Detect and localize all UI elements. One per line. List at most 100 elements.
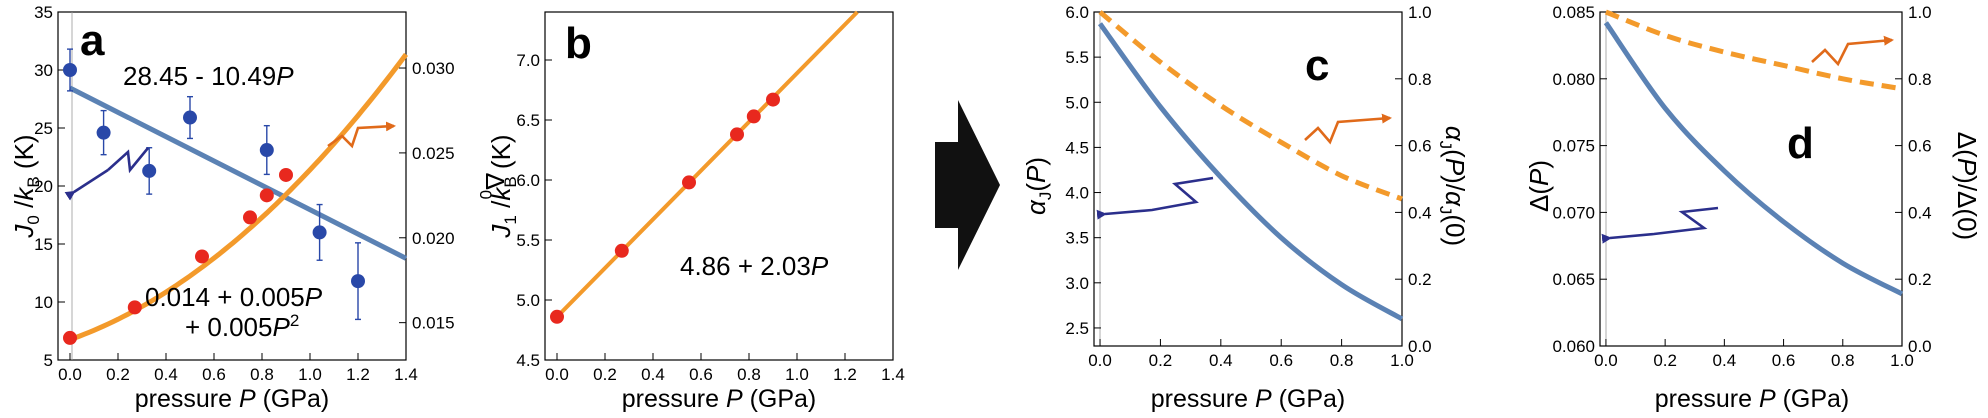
tick-labels-b: 0.0 0.2 0.4 0.6 0.8 1.0 1.2 1.4 4.5 5.0 5.5 6.0 6.5 7… [516,51,904,384]
x-tick-label-a-1: 0.2 [106,365,130,384]
y-tick-label-b-5: 7.0 [516,51,540,70]
y2-tick-label-c-2: 0.4 [1408,203,1432,222]
x-tick-label-b-0: 0.0 [545,365,569,384]
j0-data-point [259,143,274,158]
x-tick-label-d-3: 0.6 [1772,351,1796,370]
y-tick-label-a-4: 25 [34,119,53,138]
j1-data-point [550,309,564,324]
x-tick-label-a-3: 0.6 [202,365,226,384]
panel-a: 0.0 0.2 0.4 0.6 0.8 1.0 1.2 1.4 5 10 15 20 25 30 35 0.0… [9,3,510,413]
left-axis-arrow-c [1096,176,1214,220]
x-tick-label-d-2: 0.4 [1713,351,1737,370]
data-lines-d [1603,9,1904,297]
x-tick-label-a-7: 1.4 [394,365,418,384]
y-tick-label-c-3: 4.0 [1065,184,1089,203]
x-axis-label-c: pressure P (GPa) [1151,385,1346,413]
x-tick-label-b-5: 1.0 [785,365,809,384]
y-tick-label-c-6: 5.5 [1065,48,1089,67]
j1-fit-line [555,10,859,319]
y2-tick-label-d-2: 0.4 [1908,203,1932,222]
axis-ticks-c [1094,11,1403,347]
delta0-fit-curve [69,52,409,342]
plot-frame-d [1599,11,1903,347]
tick-labels-a: 0.0 0.2 0.4 0.6 0.8 1.0 1.2 1.4 5 10 15 20 25 30 35 0.0… [34,3,454,384]
delta0-data-point [259,188,274,203]
x-tick-label-a-5: 1.0 [298,365,322,384]
panel-label-c: c [1305,41,1329,90]
y-tick-label-d-0: 0.060 [1552,337,1595,356]
y-tick-label-b-4: 6.5 [516,111,540,130]
x-tick-label-c-2: 0.4 [1209,351,1233,370]
y-tick-label-c-2: 3.5 [1065,229,1089,248]
j1-data-point [730,127,744,142]
data-lines-c [1097,10,1404,322]
y-tick-label-b-2: 5.5 [516,231,540,250]
delta0-data-point [243,210,257,225]
left-axis-arrow-d [1601,206,1719,244]
y-tick-label-b-3: 6.0 [516,171,540,190]
y2-tick-label-d-1: 0.2 [1908,270,1932,289]
fit-lines-b [555,10,859,319]
panel-label-b: b [565,19,592,68]
j0-data-point [63,63,77,77]
y2-tick-label-c-1: 0.2 [1408,270,1432,289]
j1-data-point [746,109,761,124]
y2-tick-label-d-3: 0.6 [1908,137,1932,156]
tick-labels-c: 0.0 0.2 0.4 0.6 0.8 1.0 2.5 3.0 3.5 4.0 4.5 5.0 5.5 6… [1065,3,1431,370]
y-tick-label-c-1: 3.0 [1065,274,1089,293]
d-right-series-dashed-line [1604,9,1903,92]
j1-data-point [614,243,629,258]
right-axis-arrow-icon [327,121,396,149]
y2-tick-label-c-5: 1.0 [1408,3,1432,22]
panel-label-d: d [1787,119,1814,168]
y-axis-label-c: αJ(P) [1021,157,1055,215]
y-tick-label-d-5: 0.085 [1552,3,1595,22]
x-tick-label-a-6: 1.2 [346,365,370,384]
y-tick-label-c-4: 4.5 [1065,138,1089,157]
y-tick-label-d-2: 0.070 [1552,203,1595,222]
y2-tick-label-c-0: 0.0 [1408,337,1432,356]
j0-data-point [183,110,197,125]
y-tick-label-a-6: 35 [34,3,53,22]
x-tick-label-c-0: 0.0 [1088,351,1112,370]
data-points-b [550,92,780,324]
j0-data-point [351,274,365,289]
y-axis-label-a: J0 /kB (K) [9,134,43,238]
fit-label-j1: 4.86 + 2.03P [680,251,829,281]
delta0-data-point [195,249,209,264]
y-axis-label-d: Δ(P) [1524,160,1554,212]
j1-data-point [766,92,780,107]
y-tick-label-a-0: 5 [44,351,53,370]
y2-tick-label-a-1: 0.020 [412,229,455,248]
x-axis-label-b: pressure P (GPa) [622,385,817,413]
y-tick-label-d-3: 0.075 [1552,137,1595,156]
right-axis-arrow-c [1304,113,1392,145]
x-axis-label-a: pressure P (GPa) [135,385,330,413]
x-tick-label-b-6: 1.2 [833,365,857,384]
j0-data-point [96,125,111,140]
right-arrow-icon [935,100,1000,270]
left-axis-arrow-icon [64,168,109,201]
j0-data-point [142,163,157,178]
y2-tick-label-d-4: 0.8 [1908,70,1932,89]
right-axis-arrow-d [1811,35,1894,67]
y2-tick-label-d-0: 0.0 [1908,337,1932,356]
x-tick-label-b-3: 0.6 [689,365,713,384]
x-tick-label-b-7: 1.4 [881,365,905,384]
fit-lines-a [68,52,409,342]
delta0-data-point [279,167,293,182]
panel-c: 0.0 0.2 0.4 0.6 0.8 1.0 2.5 3.0 3.5 4.0 4.5 5.0 5.5 6… [1021,3,1470,413]
y2-tick-label-a-3: 0.030 [412,59,455,78]
fit-label-delta-1: 0.014 + 0.005P [145,282,323,312]
d-left-series-line [1603,21,1904,297]
x-tick-label-b-4: 0.8 [737,365,761,384]
y-tick-label-a-3: 20 [34,177,53,196]
y2-tick-label-d-5: 1.0 [1908,3,1932,22]
delta0-data-point [63,330,77,345]
y2-tick-label-a-2: 0.025 [412,144,455,163]
c-right-series-dashed-line [1098,10,1403,202]
y2-axis-label-c: αJ(P)/αJ(0) [1436,126,1470,246]
j1-data-point [682,175,696,190]
x-axis-label-d: pressure P (GPa) [1655,385,1850,413]
